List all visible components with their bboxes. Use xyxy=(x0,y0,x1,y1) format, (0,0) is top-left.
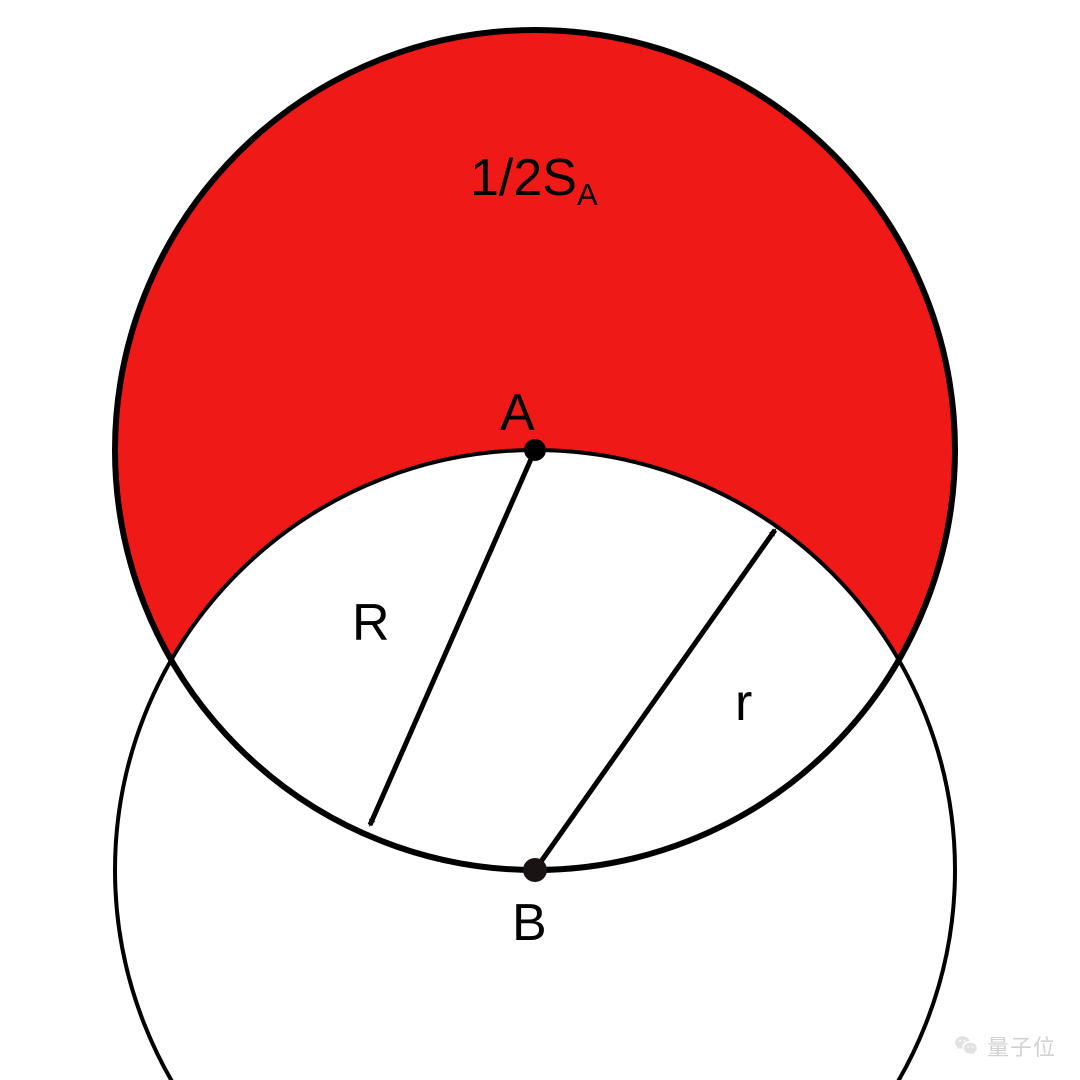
geometry-diagram: 1/2SA A B R r xyxy=(0,0,1080,1080)
radius-R-arrow xyxy=(370,450,535,825)
lune-region xyxy=(115,30,955,660)
point-b-dot xyxy=(523,858,547,882)
watermark-text: 量子位 xyxy=(987,1030,1056,1062)
label-a: A xyxy=(500,384,535,442)
label-R: R xyxy=(352,594,390,652)
wechat-icon xyxy=(953,1033,979,1059)
label-b: B xyxy=(512,894,547,952)
point-a-dot xyxy=(524,439,546,461)
label-r: r xyxy=(735,674,752,732)
watermark: 量子位 xyxy=(953,1030,1056,1062)
